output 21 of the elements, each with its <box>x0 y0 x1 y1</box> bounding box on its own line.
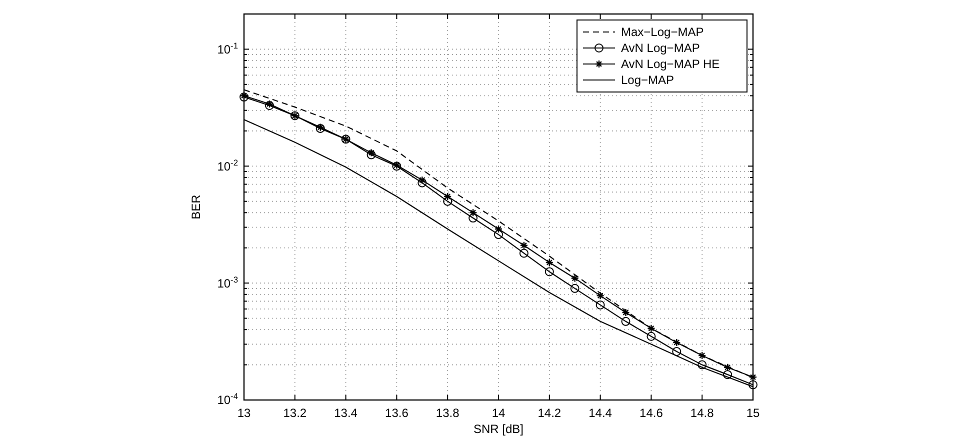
x-tick-label: 14 <box>492 406 506 420</box>
x-tick-label: 13.6 <box>385 406 409 420</box>
x-tick-label: 14.8 <box>690 406 714 420</box>
y-tick-label: 10$^{-2}$ <box>217 157 238 174</box>
legend-label: Log−MAP <box>621 73 674 88</box>
legend-label: Max−Log−MAP <box>621 25 704 40</box>
legend-label: AvN Log−MAP <box>621 41 700 56</box>
x-tick-label: 13.4 <box>334 406 358 420</box>
x-tick-label: 13 <box>237 406 251 420</box>
y-tick-label: 10$^{-1}$ <box>217 40 238 56</box>
legend-label: AvN Log−MAP HE <box>621 57 720 72</box>
y-tick-label: 10$^{-3}$ <box>217 274 238 290</box>
y-axis-title: BER <box>189 194 203 220</box>
x-tick-label: 14.2 <box>538 406 562 420</box>
x-tick-label: 13.2 <box>283 406 307 420</box>
x-tick-label: 15 <box>746 406 760 420</box>
x-axis-title: SNR [dB] <box>473 422 524 436</box>
x-tick-label: 14.6 <box>640 406 664 420</box>
y-tick-label: 10$^{-4}$ <box>217 391 238 408</box>
x-tick-label: 14.4 <box>588 406 612 420</box>
x-tick-label: 13.8 <box>436 406 460 420</box>
